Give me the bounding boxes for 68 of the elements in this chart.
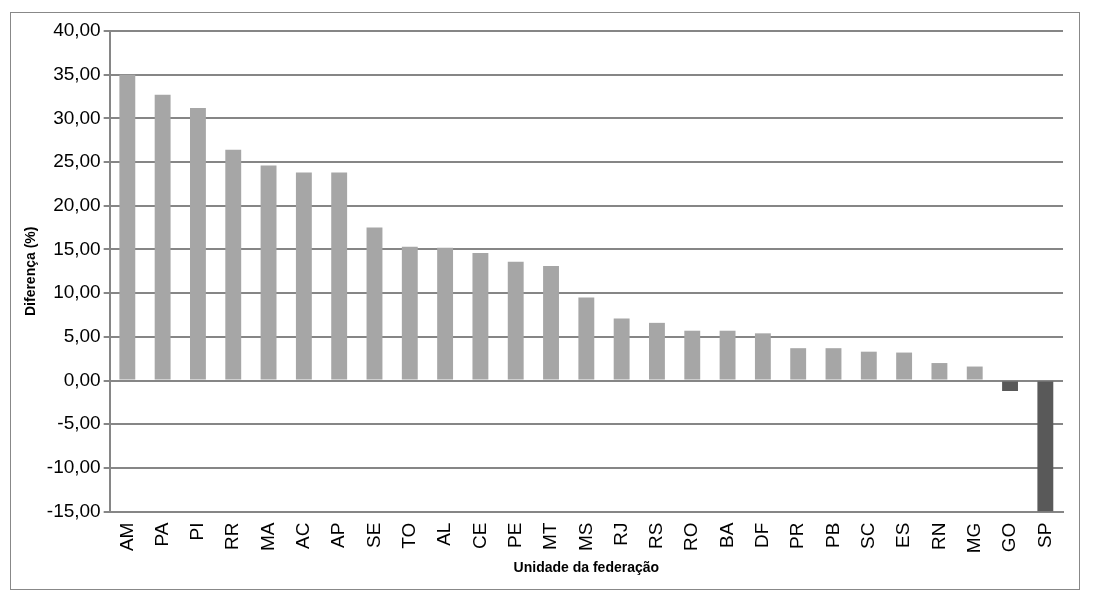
y-tick-label: 25,00 [53, 150, 101, 172]
x-tick-label: RO [680, 522, 702, 552]
x-tick-label: SE [362, 522, 384, 548]
bar [154, 94, 171, 380]
x-tick-label: PR [786, 522, 808, 549]
bar [366, 227, 383, 380]
x-tick-label: MS [574, 522, 596, 552]
x-tick-label: RJ [609, 522, 631, 546]
bar [190, 107, 206, 380]
x-axis-title: Unidade da federação [513, 559, 660, 576]
x-tick-label: PE [503, 522, 525, 548]
bar [119, 74, 136, 380]
y-tick-label: -15,00 [46, 499, 101, 521]
y-tick-label: -10,00 [46, 456, 101, 478]
x-tick-label: TO [398, 522, 420, 549]
bar [825, 348, 842, 380]
x-tick-label: AP [327, 522, 349, 548]
x-tick-label: AM [115, 522, 137, 552]
bar [613, 318, 630, 380]
bar [295, 172, 312, 380]
x-tick-label: RN [927, 522, 949, 551]
bar [507, 261, 524, 380]
x-tick-label: DF [751, 522, 773, 548]
x-tick-label: SC [857, 522, 879, 549]
bar [543, 266, 559, 380]
bar [472, 252, 489, 380]
x-tick-label: MA [256, 522, 278, 552]
x-tick-label: PA [150, 522, 172, 547]
x-tick-label: RS [645, 522, 667, 549]
x-tick-label: SP [1033, 522, 1055, 548]
x-tick-label: MG [962, 522, 984, 554]
bar [931, 363, 948, 380]
bar [754, 333, 771, 380]
y-tick-label: 30,00 [53, 106, 101, 128]
x-tick-label: AL [433, 522, 455, 546]
bar [401, 246, 418, 380]
bar [684, 330, 701, 380]
bar [331, 172, 348, 380]
y-tick-label: 0,00 [63, 368, 101, 390]
x-tick-label: CE [468, 522, 490, 549]
y-tick-label: 10,00 [53, 281, 101, 303]
bar [649, 322, 665, 380]
bar [860, 351, 877, 380]
y-tick-label: 40,00 [53, 19, 101, 41]
x-tick-label: BA [715, 522, 737, 548]
x-tick-label: GO [998, 522, 1020, 553]
y-tick-label: -5,00 [57, 412, 101, 434]
y-tick-label: 15,00 [53, 237, 101, 259]
x-tick-label: RR [221, 522, 243, 551]
bar [966, 366, 983, 380]
x-tick-label: ES [892, 522, 914, 548]
bar [225, 149, 242, 380]
x-tick-label: PI [186, 522, 208, 541]
y-tick-label: 5,00 [63, 325, 101, 347]
bar [1002, 381, 1018, 392]
y-tick-label: 20,00 [53, 194, 101, 215]
bar [1037, 381, 1054, 512]
bar [719, 330, 736, 380]
bar [790, 348, 807, 380]
y-axis-title: Diferença (%) [22, 226, 39, 317]
x-tick-label: MT [539, 522, 561, 551]
x-tick-label: PB [821, 522, 843, 548]
x-tick-label: AC [292, 522, 314, 549]
bar [896, 352, 913, 380]
bar [578, 297, 595, 380]
bar [437, 247, 454, 380]
bar [260, 165, 277, 380]
y-tick-label: 35,00 [53, 62, 101, 84]
